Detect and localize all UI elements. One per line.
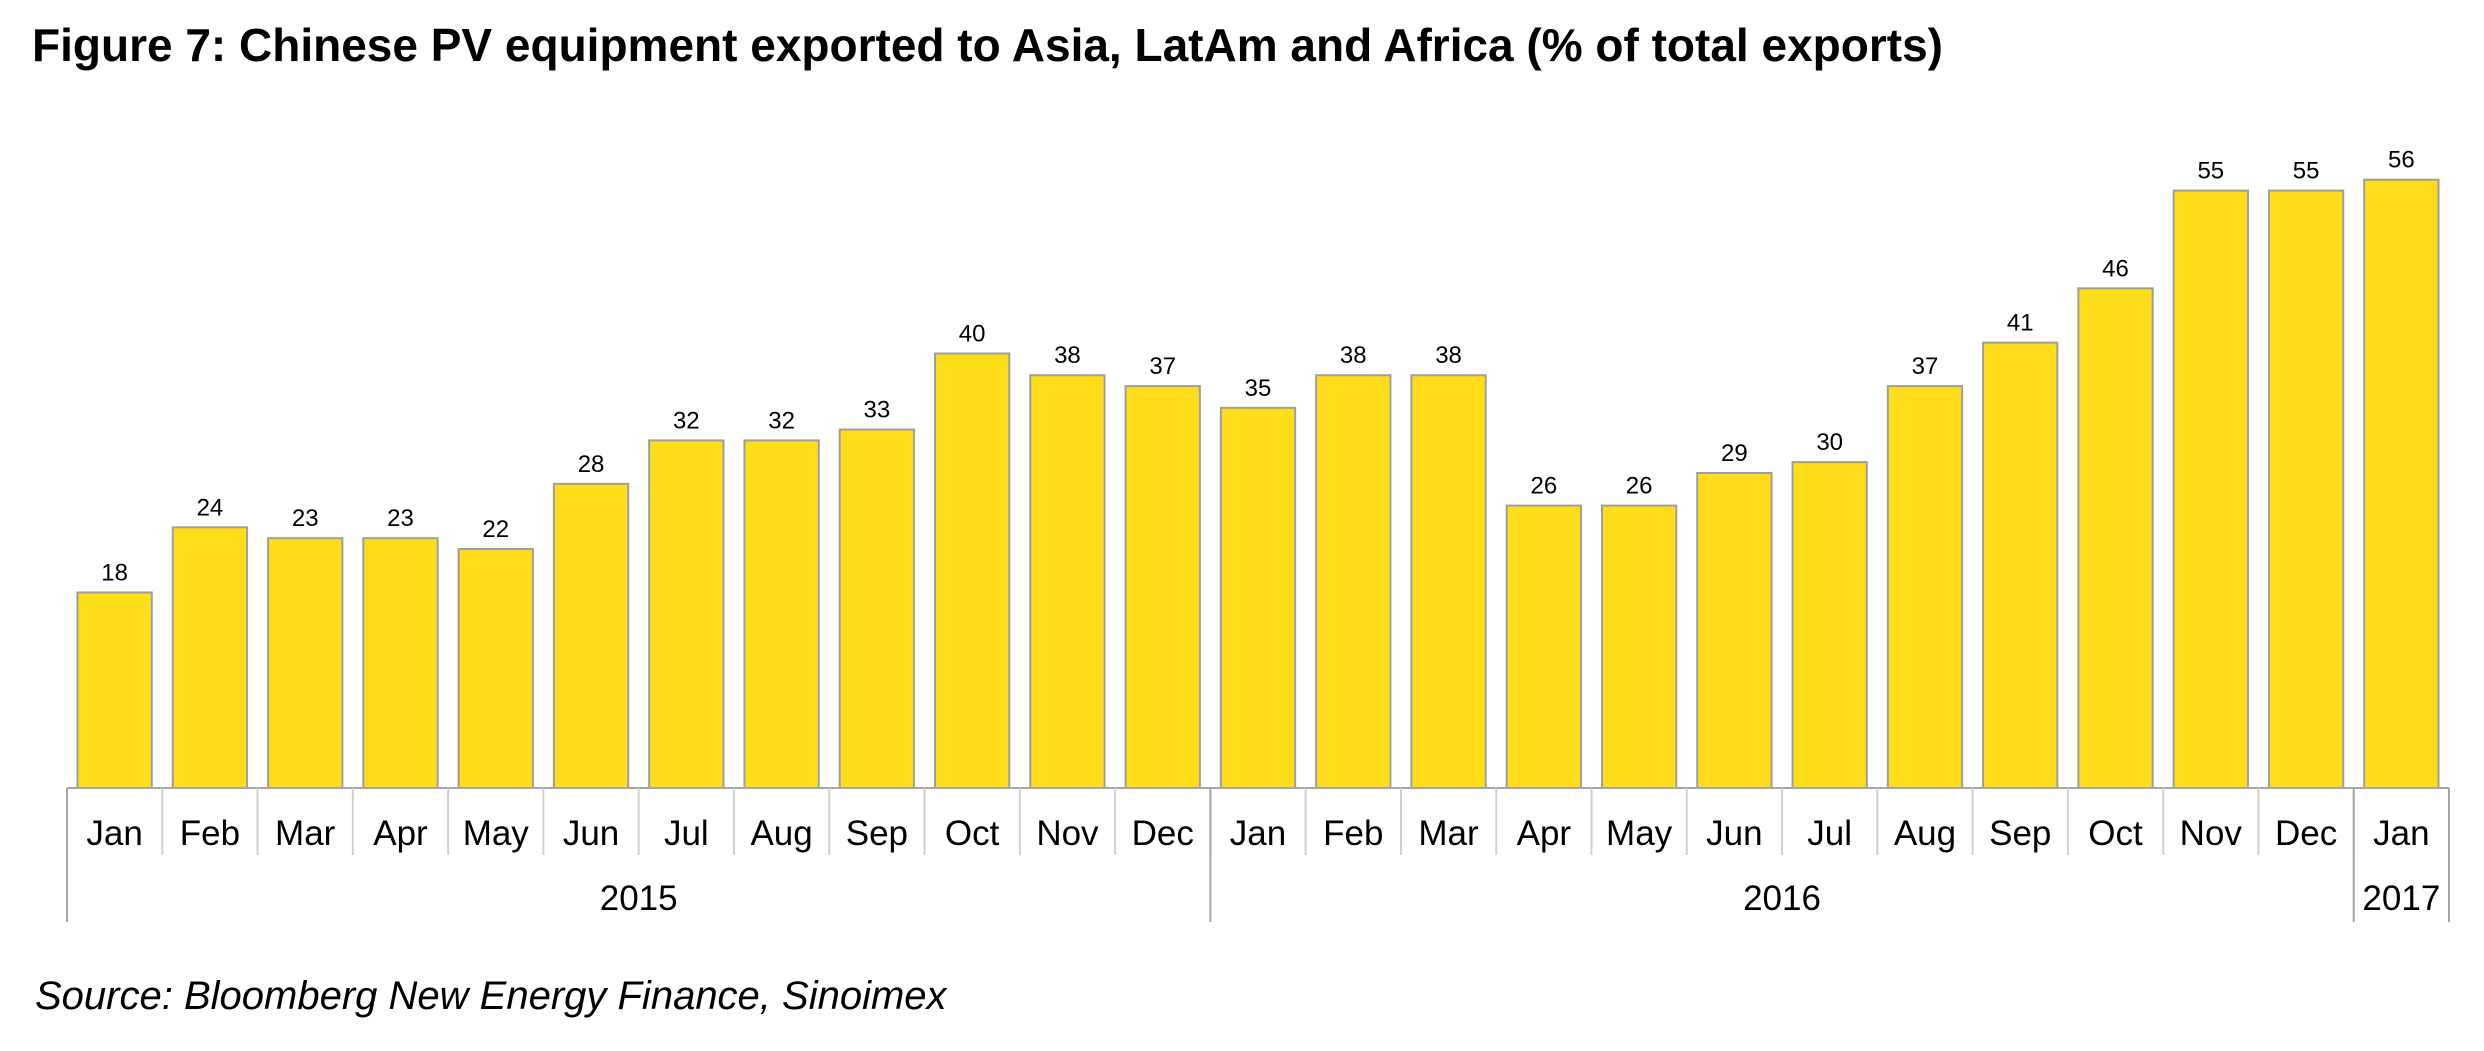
data-label: 46 (2102, 255, 2129, 282)
data-label: 40 (959, 321, 986, 348)
bar (1696, 472, 1773, 789)
tick-label: Jul (664, 814, 709, 853)
tick-label: Mar (1418, 814, 1479, 853)
tick-label: Sep (1989, 814, 2051, 853)
source-note: Source: Bloomberg New Energy Finance, Si… (35, 974, 947, 1018)
data-label: 38 (1054, 342, 1081, 369)
data-label: 26 (1530, 473, 1557, 500)
bar (1791, 461, 1868, 789)
data-label: 56 (2388, 147, 2415, 174)
bar (1315, 374, 1392, 789)
data-label: 32 (673, 407, 700, 434)
data-label: 41 (2007, 310, 2034, 337)
data-label: 33 (864, 397, 891, 424)
bars-group (76, 178, 2440, 790)
data-label: 24 (197, 494, 224, 521)
data-label: 38 (1340, 342, 1367, 369)
bar (76, 591, 153, 789)
bar (552, 482, 630, 789)
tick-label: Dec (1132, 814, 1194, 853)
data-label: 55 (2293, 158, 2320, 185)
bar (1505, 504, 1583, 789)
tick-label: Aug (1894, 814, 1956, 853)
bar (362, 537, 439, 789)
tick-label: May (463, 814, 530, 853)
bar (1600, 504, 1678, 789)
tick-label: Jun (563, 814, 619, 853)
data-label: 22 (482, 516, 509, 543)
tick-label: Jun (1706, 814, 1762, 853)
tick-label: Feb (1323, 814, 1383, 853)
tick-label: Dec (2275, 814, 2337, 853)
tick-label: Sep (846, 814, 908, 853)
bar (743, 439, 820, 789)
tick-label: Aug (750, 814, 812, 853)
year-label: 2017 (2362, 879, 2440, 918)
bar (171, 526, 249, 789)
year-label: 2016 (1743, 879, 1821, 918)
data-label: 23 (387, 505, 414, 532)
bar (2363, 178, 2440, 790)
data-label: 37 (1912, 353, 1939, 380)
bar (1219, 406, 1297, 789)
tick-label: Jul (1807, 814, 1852, 853)
bar (1410, 374, 1487, 789)
tick-label: May (1606, 814, 1673, 853)
tick-label: Nov (1036, 814, 1099, 853)
chart-title: Figure 7: Chinese PV equipment exported … (32, 19, 1943, 71)
tick-label: Jan (1230, 814, 1286, 853)
tick-label: Apr (1517, 814, 1572, 853)
bar (1029, 374, 1106, 789)
bar (457, 548, 534, 790)
data-label: 37 (1149, 353, 1176, 380)
data-label: 26 (1626, 473, 1653, 500)
bar (934, 352, 1011, 789)
value-labels-group: 18 24 23 23 22 28 32 32 33 40 38 37 35 38 38 26 26 29 30 37… (101, 147, 2414, 587)
tick-label: Nov (2180, 814, 2243, 853)
tick-label: Apr (373, 814, 428, 853)
data-label: 23 (292, 505, 319, 532)
data-label: 32 (768, 407, 795, 434)
tick-label: Oct (945, 814, 1000, 853)
bar-chart: 18 24 23 23 22 28 32 32 33 40 38 37 35 38 38 26 26 29 30 37… (66, 147, 2450, 922)
bar (1982, 341, 2059, 789)
tick-label: Jan (2373, 814, 2429, 853)
data-label: 30 (1816, 429, 1843, 456)
data-label: 28 (578, 451, 605, 478)
bar (1124, 385, 1201, 789)
bar (2172, 189, 2249, 789)
tick-label: Feb (180, 814, 240, 853)
data-label: 35 (1245, 375, 1272, 402)
bar (2267, 189, 2345, 789)
year-label: 2015 (600, 879, 678, 918)
data-label: 29 (1721, 440, 1748, 467)
data-label: 55 (2197, 158, 2224, 185)
bar (648, 439, 725, 789)
data-label: 38 (1435, 342, 1462, 369)
tick-label: Mar (275, 814, 336, 853)
bar (1886, 385, 1964, 789)
category-axis: Jan Feb Mar Apr May Jun Jul Aug Sep Oct Nov Dec Jan F… (66, 787, 2450, 922)
data-label: 18 (101, 559, 128, 586)
tick-label: Jan (86, 814, 142, 853)
bar (267, 537, 344, 789)
tick-label: Oct (2088, 814, 2143, 853)
bar (838, 428, 916, 789)
bar (2077, 287, 2154, 789)
